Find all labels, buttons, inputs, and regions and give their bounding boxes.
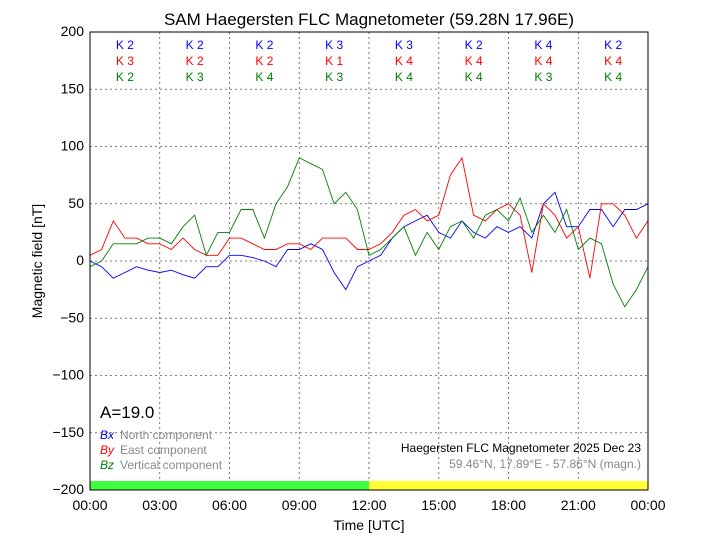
k-index-label: K 4: [534, 54, 552, 68]
x-tick-label: 06:00: [212, 497, 247, 513]
k-index-label: K 3: [395, 38, 413, 52]
x-tick-label: 18:00: [491, 497, 526, 513]
k-index-label: K 2: [255, 54, 273, 68]
y-tick-label: −50: [60, 309, 84, 325]
k-index-label: K 4: [395, 70, 413, 84]
x-tick-label: 09:00: [282, 497, 317, 513]
chart-title: SAM Haegersten FLC Magnetometer (59.28N …: [164, 10, 574, 29]
y-tick-label: 50: [68, 195, 84, 211]
k-index-label: K 4: [255, 70, 273, 84]
plot-frame: [89, 31, 649, 491]
series-line-bz: [89, 157, 649, 308]
legend: Bx North component By East component Bz …: [100, 428, 223, 472]
k-index-label: K 1: [325, 54, 343, 68]
series-line-by: [89, 156, 649, 279]
k-index-label: K 3: [116, 54, 134, 68]
legend-bx-label: North component: [120, 428, 213, 442]
activity-bar-segment: [90, 481, 369, 490]
y-tick-label: 150: [61, 80, 85, 96]
k-index-label: K 2: [186, 54, 204, 68]
coords-label: 59.46°N, 17.89°E - 57.86°N (magn.): [449, 457, 641, 471]
k-index-label: K 3: [325, 70, 343, 84]
x-tick-label: 03:00: [142, 497, 177, 513]
legend-by-label: East component: [120, 443, 207, 457]
k-index-label: K 2: [116, 70, 134, 84]
x-tick-label: 00:00: [630, 497, 665, 513]
k-index-label: K 4: [395, 54, 413, 68]
legend-bz-label: Vertical component: [120, 458, 223, 472]
a-index: A=19.0: [100, 403, 154, 422]
k-index-label: K 2: [116, 38, 134, 52]
k-index-label: K 2: [186, 38, 204, 52]
k-index-label: K 4: [465, 70, 483, 84]
k-index-label: K 2: [604, 38, 622, 52]
y-tick-label: 0: [76, 252, 84, 268]
y-axis-label: Magnetic field [nT]: [29, 204, 45, 318]
legend-bz-symbol: Bz: [100, 458, 114, 472]
k-index-label: K 3: [534, 70, 552, 84]
k-index-label: K 4: [604, 54, 622, 68]
y-tick-label: 200: [61, 23, 85, 39]
activity-bar-segment: [369, 481, 648, 490]
y-tick-label: −150: [52, 424, 84, 440]
k-index-label: K 3: [186, 70, 204, 84]
legend-by-symbol: By: [100, 443, 115, 457]
x-tick-label: 15:00: [421, 497, 456, 513]
k-index-label: K 3: [325, 38, 343, 52]
y-tick-label: 100: [61, 138, 85, 154]
x-tick-label: 12:00: [351, 497, 386, 513]
k-index-label: K 2: [255, 38, 273, 52]
k-index-label: K 4: [534, 38, 552, 52]
series-line-bx: [89, 191, 649, 291]
y-tick-label: −200: [52, 481, 84, 497]
station-label: Haegersten FLC Magnetometer 2025 Dec 23: [401, 441, 641, 455]
x-tick-label: 21:00: [561, 497, 596, 513]
k-index-label: K 4: [604, 70, 622, 84]
legend-bx-symbol: Bx: [100, 428, 115, 442]
x-axis-label: Time [UTC]: [333, 517, 404, 533]
x-tick-label: 00:00: [72, 497, 107, 513]
y-tick-label: −100: [52, 367, 84, 383]
k-index-label: K 4: [465, 54, 483, 68]
k-index-label: K 2: [465, 38, 483, 52]
